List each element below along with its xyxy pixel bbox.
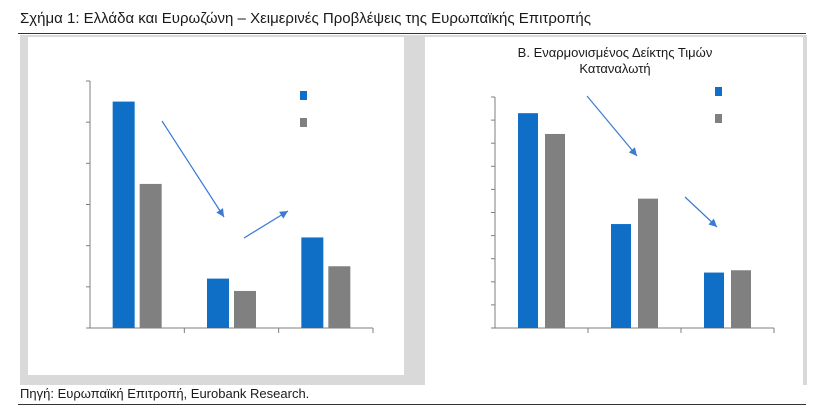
bar-greece — [518, 113, 538, 328]
figure-title: Σχήμα 1: Ελλάδα και Ευρωζώνη – Χειμερινέ… — [20, 10, 591, 27]
bar-eurozone — [638, 198, 658, 328]
trend-arrowhead — [628, 147, 637, 156]
trend-arrowhead — [708, 218, 717, 227]
gdp-chart — [86, 80, 374, 333]
trend-arrowhead — [216, 208, 224, 217]
bar-greece — [207, 278, 229, 328]
trend-arrow — [243, 210, 289, 239]
trend-arrow — [586, 95, 638, 157]
trend-arrowhead — [279, 211, 288, 219]
bar-eurozone — [328, 266, 351, 328]
legend-swatch — [715, 114, 722, 123]
bar-eurozone — [731, 270, 751, 328]
legend-swatch — [300, 91, 307, 100]
chart-panel-gdp — [28, 37, 404, 375]
bar-eurozone — [234, 290, 256, 328]
hicp-chart: Β. Εναρμονισμένος Δείκτης ΤιμώνΚαταναλωτ… — [491, 45, 775, 333]
bar-greece — [704, 272, 724, 328]
bar-eurozone — [545, 133, 565, 328]
bar-eurozone — [139, 183, 162, 328]
legend-swatch — [715, 87, 722, 96]
trend-arrow — [161, 120, 225, 218]
chart-panel-hicp: Β. Εναρμονισμένος Δείκτης Τιμών Καταναλωτ… — [425, 37, 803, 387]
bottom-rule — [18, 404, 806, 405]
bar-greece — [611, 224, 631, 328]
bar-greece — [301, 237, 324, 328]
bar-greece — [112, 101, 135, 328]
top-rule — [18, 33, 806, 34]
chart-title: Καταναλωτή — [579, 61, 650, 76]
chart-title: Β. Εναρμονισμένος Δείκτης Τιμών — [518, 45, 713, 60]
source-note: Πηγή: Ευρωπαϊκή Επιτροπή, Eurobank Resea… — [20, 386, 310, 401]
legend-swatch — [300, 118, 307, 127]
